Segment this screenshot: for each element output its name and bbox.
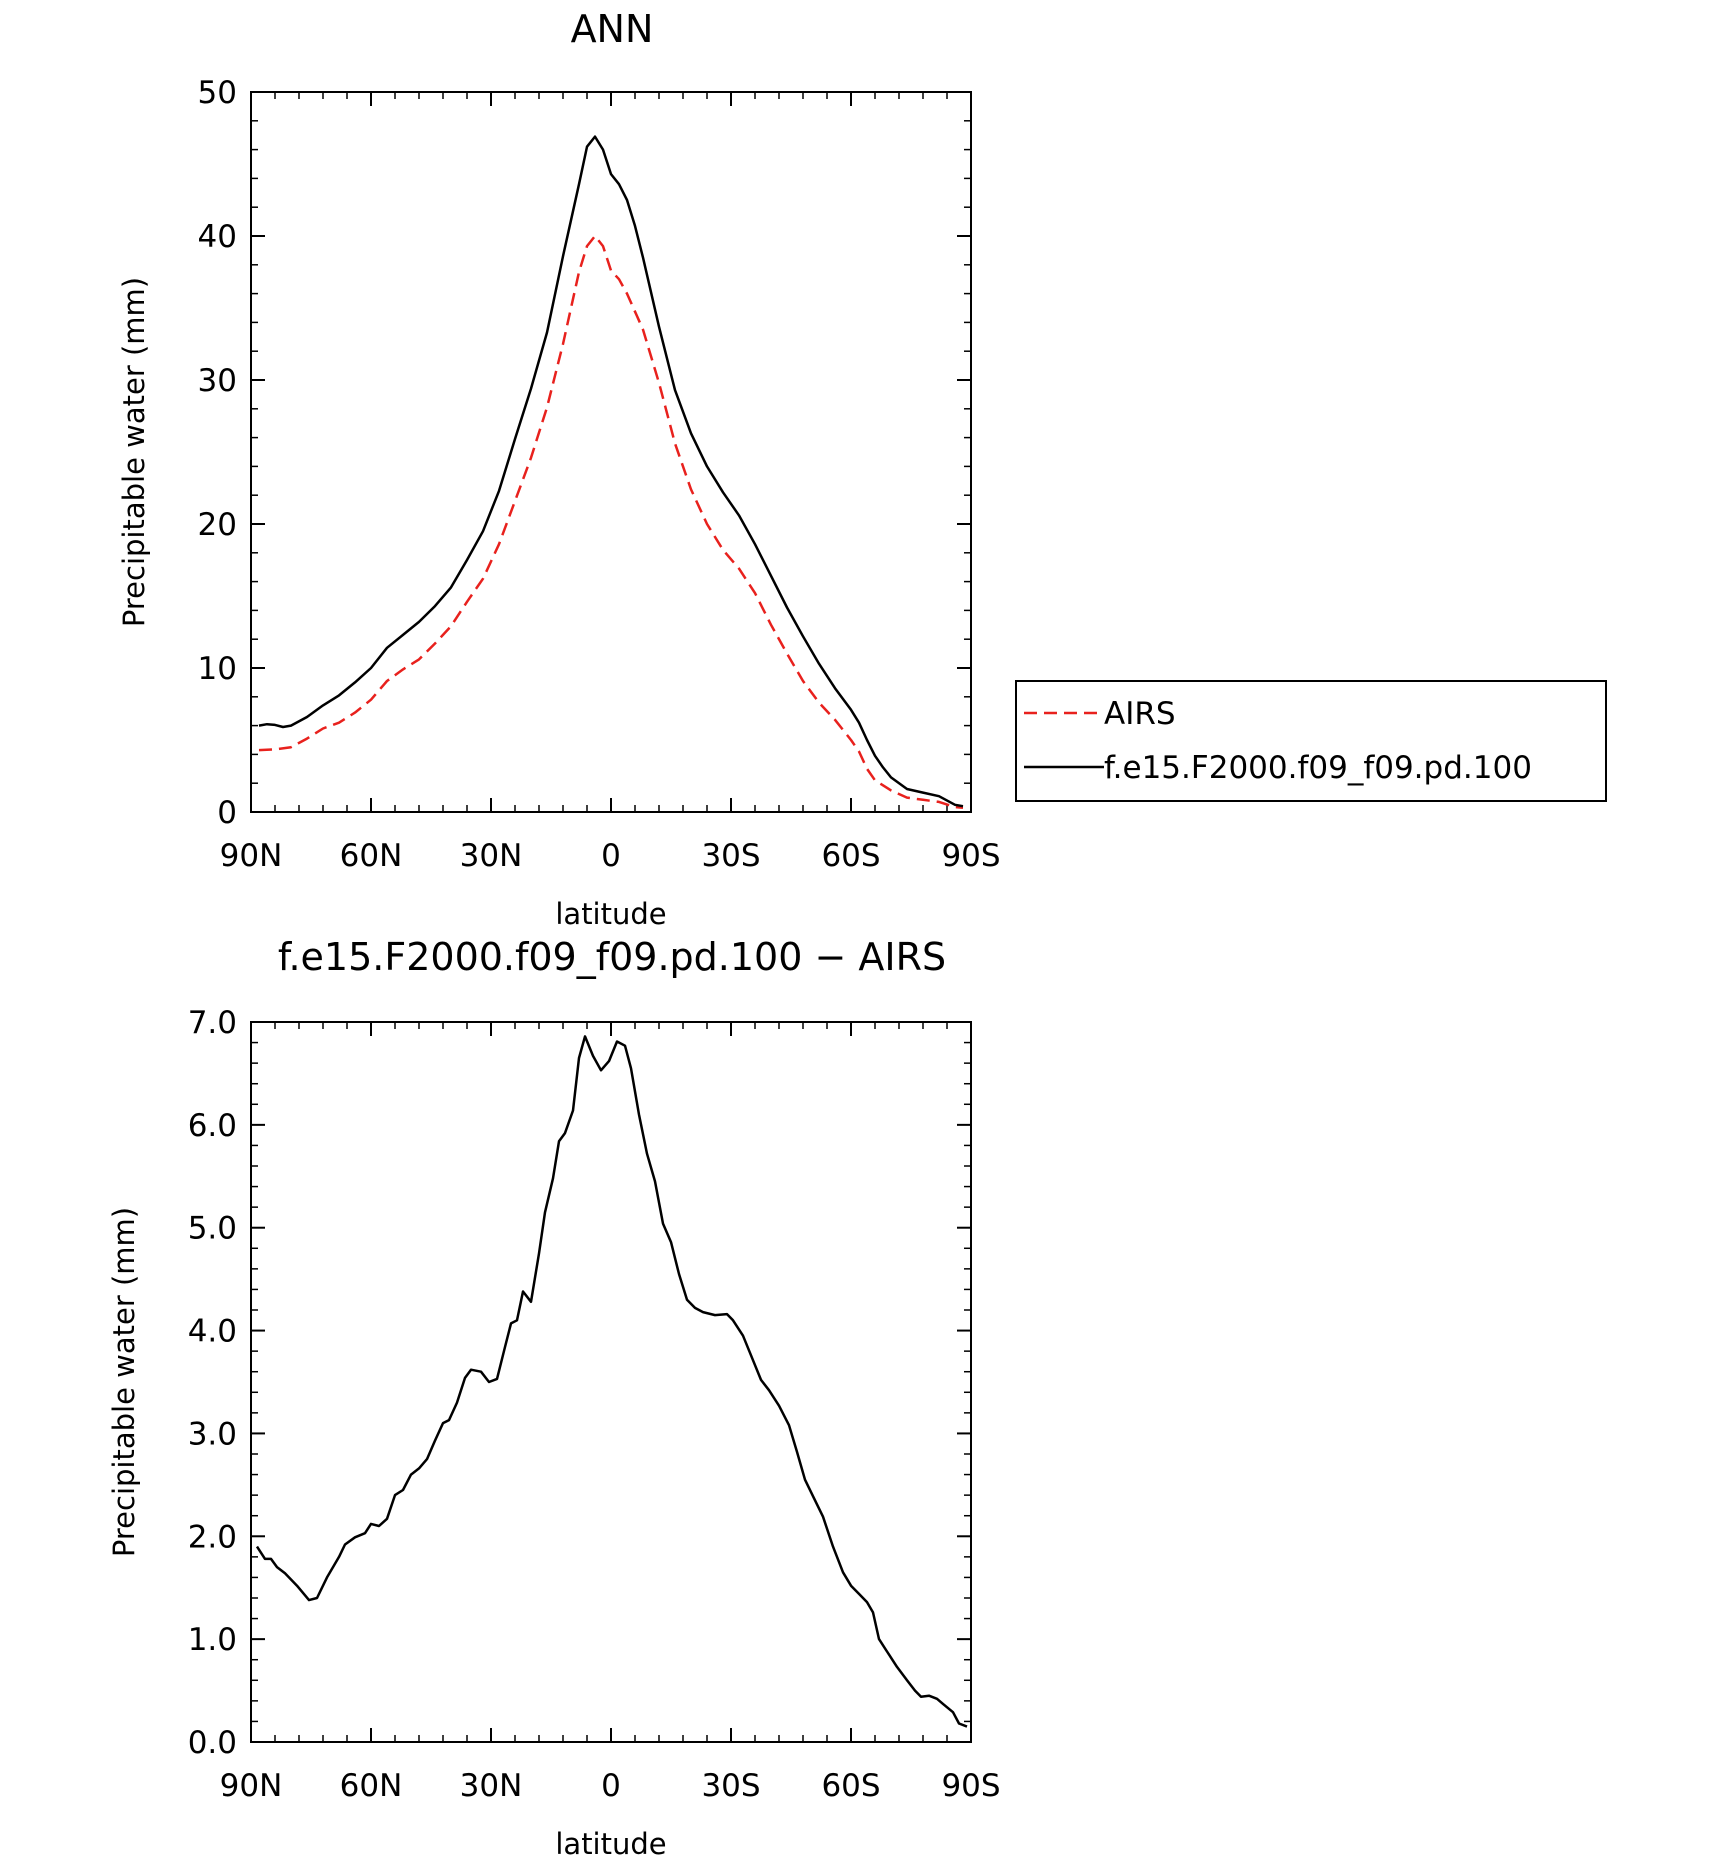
- legend: AIRS f.e15.F2000.f09_f09.pd.100: [1015, 680, 1607, 802]
- top-ticks: [250, 91, 972, 813]
- legend-label-model: f.e15.F2000.f09_f09.pd.100: [1104, 750, 1532, 786]
- bottom-x-tick-label: 30N: [460, 1768, 523, 1804]
- legend-label-airs: AIRS: [1104, 696, 1176, 732]
- top-panel: ANN 90N 60N 30N 0 30S 60S 90S 0 10 20 30 40 50 latit…: [117, 7, 1001, 931]
- bottom-y-tick-label: 0.0: [188, 1725, 237, 1761]
- bottom-panel: f.e15.F2000.f09_f09.pd.100 − AIRS 90N 60N…: [107, 935, 1001, 1861]
- top-y-tick-label: 50: [198, 75, 237, 111]
- top-y-tick-label: 30: [198, 363, 237, 399]
- bottom-y-tick-label: 6.0: [188, 1108, 237, 1144]
- top-x-axis-label: latitude: [555, 897, 666, 931]
- bottom-x-tick-label: 30S: [701, 1768, 760, 1804]
- bottom-x-tick-label: 60N: [340, 1768, 403, 1804]
- bottom-tick-labels: 90N 60N 30N 0 30S 60S 90S 0.0 1.0 2.0 3.0 4.0 5.0 6.0…: [188, 1005, 1001, 1804]
- bottom-ticks: [250, 1021, 972, 1743]
- bottom-x-tick-label: 90N: [220, 1768, 283, 1804]
- bottom-y-axis-label: Precipitable water (mm): [107, 1207, 141, 1557]
- top-y-tick-label: 40: [198, 219, 237, 255]
- top-x-tick-label: 0: [601, 838, 621, 874]
- top-y-tick-label: 0: [217, 795, 237, 831]
- bottom-y-tick-label: 7.0: [188, 1005, 237, 1041]
- top-y-tick-label: 20: [198, 507, 237, 543]
- bottom-y-tick-label: 4.0: [188, 1314, 237, 1350]
- top-x-tick-label: 60S: [821, 838, 880, 874]
- top-series-line-1: [258, 135, 964, 808]
- top-series: [258, 135, 964, 809]
- bottom-x-tick-label: 0: [601, 1768, 621, 1804]
- top-y-axis-label: Precipitable water (mm): [117, 277, 151, 627]
- top-y-tick-label: 10: [198, 651, 237, 687]
- top-x-tick-label: 90S: [941, 838, 1000, 874]
- bottom-plot-frame: [250, 1021, 972, 1743]
- bottom-x-axis-label: latitude: [555, 1827, 666, 1861]
- top-tick-labels: 90N 60N 30N 0 30S 60S 90S 0 10 20 30 40 50: [198, 75, 1001, 874]
- bottom-y-tick-label: 3.0: [188, 1416, 237, 1452]
- bottom-x-tick-label: 90S: [941, 1768, 1000, 1804]
- top-x-tick-label: 30S: [701, 838, 760, 874]
- bottom-chart-title: f.e15.F2000.f09_f09.pd.100 − AIRS: [278, 935, 946, 979]
- top-x-tick-label: 90N: [220, 838, 283, 874]
- top-chart-title: ANN: [571, 7, 654, 51]
- bottom-y-tick-label: 2.0: [188, 1519, 237, 1555]
- bottom-y-tick-label: 5.0: [188, 1211, 237, 1247]
- top-x-tick-label: 60N: [340, 838, 403, 874]
- bottom-series: [255, 1035, 968, 1728]
- bottom-y-tick-label: 1.0: [188, 1622, 237, 1658]
- legend-box: [1015, 680, 1607, 802]
- top-plot-frame: [250, 91, 972, 813]
- top-x-tick-label: 30N: [460, 838, 523, 874]
- bottom-series-line-0: [255, 1035, 968, 1728]
- bottom-x-tick-label: 60S: [821, 1768, 880, 1804]
